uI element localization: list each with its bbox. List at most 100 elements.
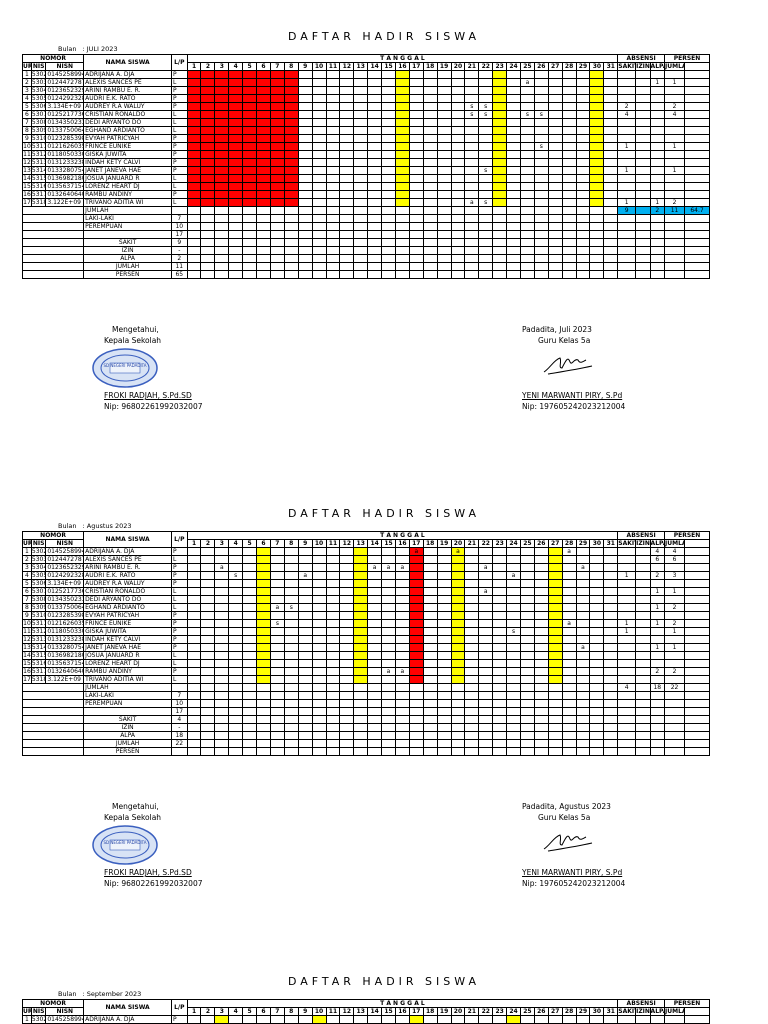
- day-cell: [256, 547, 271, 556]
- summary-day-cell: [547, 262, 563, 271]
- day-header: 8: [283, 1007, 299, 1016]
- summary-day-cell: [478, 715, 494, 724]
- day-cell: [492, 579, 508, 588]
- day-header: 17: [408, 539, 424, 548]
- day-cell: [353, 134, 369, 143]
- guru-nip: Nip: 197605242023212004: [522, 879, 626, 888]
- summary-row: PEREMPUAN 10: [21, 699, 710, 708]
- summary-day-cell: [575, 691, 591, 700]
- day-cell: [575, 635, 591, 644]
- day-header: 8: [283, 539, 299, 548]
- header-izin: IZIN: [635, 1007, 651, 1016]
- summary-day-cell: [575, 723, 591, 732]
- summary-day-cell: [283, 222, 299, 231]
- student-no: 10: [22, 142, 32, 151]
- summary-tail-cell: [684, 270, 710, 279]
- header-persen-col: [684, 62, 710, 71]
- summary-day-cell: [228, 238, 244, 247]
- student-no: 17: [22, 675, 32, 684]
- header-absensi: ABSENSI: [617, 531, 666, 540]
- day-cell: [242, 635, 258, 644]
- day-cell: [311, 134, 327, 143]
- summary-label: LAKI-LAKI: [83, 214, 173, 223]
- summary-day-cell: [478, 723, 494, 732]
- day-cell: [547, 555, 563, 564]
- summary-day-cell: [367, 206, 383, 215]
- student-nis: 5316: [30, 659, 47, 668]
- day-cell: [561, 174, 577, 183]
- student-name: RAMBU ANDINY: [83, 190, 173, 199]
- total-cell: [635, 683, 651, 692]
- summary-day-cell: [478, 739, 494, 748]
- day-cell: [519, 1015, 535, 1024]
- summary-day-cell: [533, 715, 549, 724]
- day-cell: [214, 587, 230, 596]
- day-cell: [186, 142, 202, 151]
- summary-day-cell: [297, 270, 313, 279]
- day-cell: [436, 86, 452, 95]
- day-cell: [450, 667, 466, 676]
- absensi-cell: [617, 150, 637, 159]
- day-cell: [200, 102, 216, 111]
- summary-day-cell: [519, 238, 535, 247]
- day-cell: [408, 595, 424, 604]
- student-no: 4: [22, 571, 32, 580]
- day-cell: [353, 587, 369, 596]
- day-header: 4: [228, 1007, 244, 1016]
- day-cell: [200, 659, 216, 668]
- day-cell: [533, 563, 549, 572]
- day-cell: [214, 547, 230, 556]
- day-cell: [478, 547, 494, 556]
- day-cell: [547, 118, 563, 127]
- day-cell: [450, 110, 466, 119]
- summary-day-cell: [547, 222, 563, 231]
- day-cell: [519, 174, 535, 183]
- day-cell: [492, 102, 508, 111]
- summary-day-cell: [506, 683, 521, 692]
- student-nis: 5306: [30, 579, 47, 588]
- summary-day-cell: [297, 254, 313, 263]
- day-cell: [394, 118, 410, 127]
- day-cell: [242, 198, 258, 207]
- school-seal: SD NEGERI PADADITA: [92, 825, 158, 865]
- day-cell: [186, 126, 202, 135]
- absensi-cell: [664, 174, 686, 183]
- student-gender: P: [171, 70, 188, 79]
- summary-row: LAKI-LAKI 7: [21, 691, 710, 700]
- summary-day-cell: [575, 683, 591, 692]
- absensi-cell: [635, 110, 651, 119]
- day-header: 30: [589, 539, 605, 548]
- summary-day-cell: [381, 715, 396, 724]
- summary-day-cell: [603, 214, 619, 223]
- day-cell: [561, 78, 577, 87]
- summary-tail-cell: [635, 747, 651, 756]
- absensi-cell: [649, 675, 666, 684]
- student-nisn: 0123652329: [45, 86, 85, 95]
- persen-cell: [684, 1015, 710, 1024]
- total-cell: 2: [649, 206, 666, 215]
- absensi-cell: [664, 611, 686, 620]
- day-cell: [311, 158, 327, 167]
- day-cell: [422, 571, 438, 580]
- day-cell: [492, 547, 508, 556]
- summary-day-cell: [478, 254, 494, 263]
- day-cell: [256, 110, 271, 119]
- student-row: 17 5318 3.122E+09 TRIVANO ADITIA WI L: [22, 675, 710, 684]
- summary-day-cell: [186, 270, 202, 279]
- day-cell: [283, 190, 299, 199]
- absensi-cell: [664, 190, 686, 199]
- persen-cell: [684, 675, 710, 684]
- summary-day-cell: [283, 270, 299, 279]
- day-cell: [311, 627, 327, 636]
- day-cell: [200, 571, 216, 580]
- summary-day-cell: [311, 707, 327, 716]
- day-cell: [269, 134, 285, 143]
- day-cell: [297, 182, 313, 191]
- summary-day-cell: [186, 723, 202, 732]
- day-cell: [408, 158, 424, 167]
- day-cell: [394, 611, 410, 620]
- day-cell: [256, 94, 271, 103]
- summary-day-cell: [408, 691, 424, 700]
- absensi-cell: [617, 579, 637, 588]
